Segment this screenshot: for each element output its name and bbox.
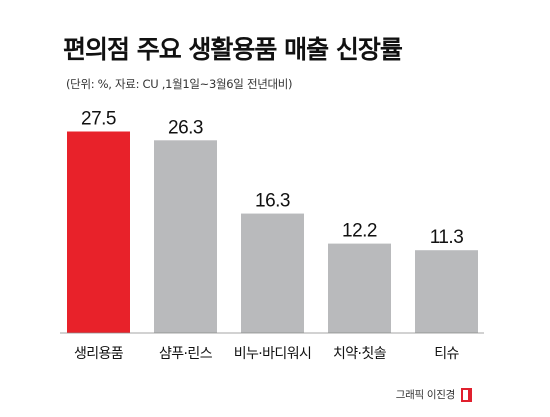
bar-0 xyxy=(67,131,130,333)
chart-title: 편의점 주요 생활용품 매출 신장률 xyxy=(63,35,403,64)
value-label-4: 11.3 xyxy=(430,227,464,248)
bar-2 xyxy=(241,213,304,333)
value-label-0: 27.5 xyxy=(81,109,116,130)
bar-1 xyxy=(154,140,217,333)
category-label-2: 비누·바디워시 xyxy=(234,346,312,362)
value-label-3: 12.2 xyxy=(342,221,377,242)
category-label-1: 샴푸·린스 xyxy=(159,346,213,362)
value-label-2: 16.3 xyxy=(255,191,290,212)
value-label-1: 26.3 xyxy=(168,117,203,138)
chart-subtitle: (단위: %, 자료: CU ,1월1일~3월6일 전년대비) xyxy=(66,77,293,91)
logo-icon xyxy=(461,387,472,402)
bar-4 xyxy=(415,250,478,333)
category-label-3: 치약·칫솔 xyxy=(333,346,387,362)
bar-3 xyxy=(328,243,391,333)
credit: 그래픽 이진경 xyxy=(396,387,472,402)
category-label-0: 생리용품 xyxy=(74,346,124,362)
credit-text: 그래픽 이진경 xyxy=(395,389,456,401)
category-label-4: 티슈 xyxy=(434,346,459,362)
